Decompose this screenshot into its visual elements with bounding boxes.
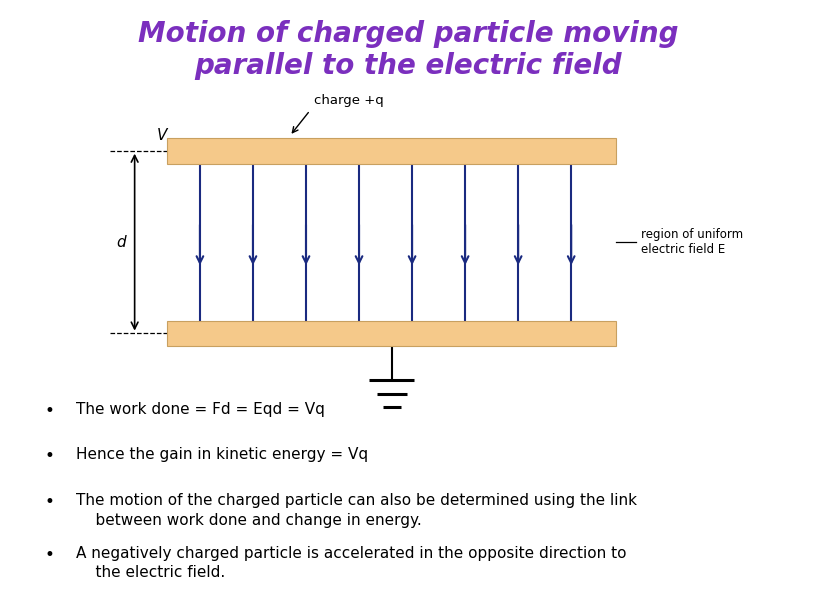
Text: parallel to the electric field: parallel to the electric field	[194, 51, 622, 80]
Text: V: V	[157, 129, 166, 143]
Text: The motion of the charged particle can also be determined using the link
    bet: The motion of the charged particle can a…	[76, 493, 637, 528]
Text: region of uniform
electric field E: region of uniform electric field E	[641, 228, 743, 256]
Text: Hence the gain in kinetic energy = Vq: Hence the gain in kinetic energy = Vq	[76, 447, 368, 462]
Bar	[167, 138, 616, 164]
Text: charge +q: charge +q	[314, 94, 384, 107]
Bar	[167, 321, 616, 346]
Text: •: •	[45, 493, 55, 511]
Text: •: •	[45, 447, 55, 465]
Text: •: •	[45, 402, 55, 419]
Text: d: d	[116, 235, 126, 249]
Text: A negatively charged particle is accelerated in the opposite direction to
    th: A negatively charged particle is acceler…	[76, 546, 627, 581]
Text: The work done = Fd = Eqd = Vq: The work done = Fd = Eqd = Vq	[76, 402, 325, 416]
Text: •: •	[45, 546, 55, 563]
Text: Motion of charged particle moving: Motion of charged particle moving	[138, 20, 678, 48]
